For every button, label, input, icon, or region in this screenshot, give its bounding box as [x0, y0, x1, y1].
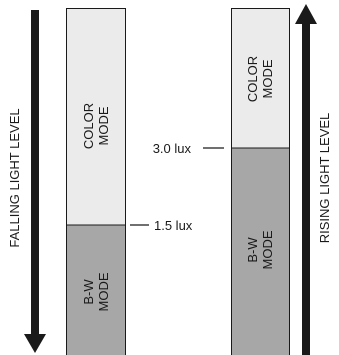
rising-arrow-shaft — [302, 20, 310, 355]
left-bw-mode-line-1: B-W — [81, 279, 96, 305]
rising-arrow-head-icon — [295, 4, 317, 24]
right-bar-outline — [231, 8, 290, 355]
left-bw-mode-region — [66, 225, 126, 355]
falling-light-arrow — [24, 10, 46, 353]
threshold-1-5-lux-label: 1.5 lux — [154, 218, 193, 233]
left-bw-mode-line-2: MODE — [96, 272, 111, 311]
falling-arrow-shaft — [31, 10, 39, 336]
falling-arrow-head-icon — [24, 334, 46, 353]
left-color-mode-line-2: MODE — [96, 106, 111, 145]
threshold-3-0-lux-label: 3.0 lux — [153, 141, 192, 156]
rising-light-mode-bar — [231, 8, 290, 355]
rising-light-arrow — [295, 4, 317, 355]
rising-light-level-label: RISING LIGHT LEVEL — [317, 113, 332, 244]
right-color-mode-line-2: MODE — [260, 59, 275, 98]
right-color-mode-region — [231, 8, 290, 148]
falling-light-mode-bar — [66, 8, 126, 355]
right-bw-mode-line-2: MODE — [260, 230, 275, 269]
right-bw-mode-line-1: B-W — [245, 237, 260, 263]
right-bw-mode-region — [231, 148, 290, 355]
right-color-mode-line-1: COLOR — [245, 56, 260, 102]
falling-light-level-label: FALLING LIGHT LEVEL — [7, 108, 22, 247]
left-bar-outline — [66, 8, 126, 355]
left-color-mode-region — [66, 8, 126, 225]
left-color-mode-line-1: COLOR — [81, 103, 96, 149]
